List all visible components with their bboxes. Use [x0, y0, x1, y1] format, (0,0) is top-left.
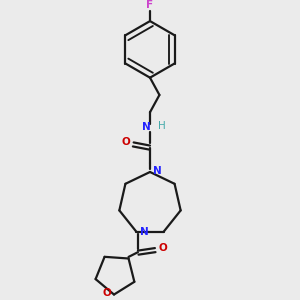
- Text: H: H: [158, 121, 166, 131]
- Text: N: N: [142, 122, 151, 132]
- Text: F: F: [146, 0, 154, 11]
- Text: O: O: [159, 243, 167, 253]
- Text: N: N: [140, 227, 148, 237]
- Text: O: O: [103, 288, 112, 298]
- Text: O: O: [121, 137, 130, 147]
- Text: N: N: [153, 167, 162, 176]
